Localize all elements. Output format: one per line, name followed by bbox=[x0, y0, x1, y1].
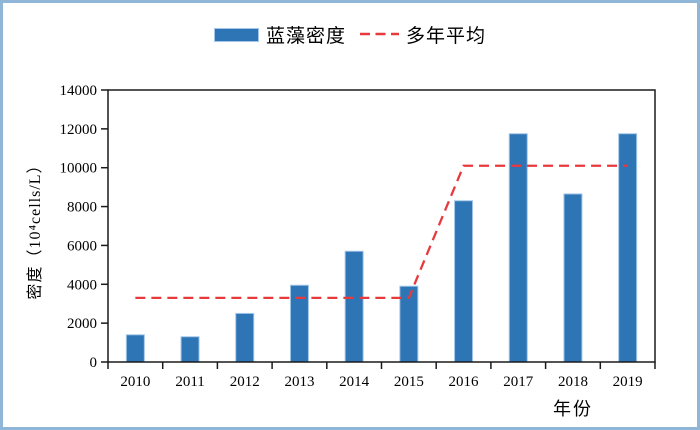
x-tick-label: 2012 bbox=[230, 374, 260, 390]
x-tick-label: 2013 bbox=[284, 374, 314, 390]
y-tick-label: 14000 bbox=[60, 83, 98, 99]
x-tick-label: 2017 bbox=[503, 374, 534, 390]
y-tick-label: 6000 bbox=[67, 238, 97, 254]
average-line bbox=[135, 164, 628, 300]
x-tick-label: 2011 bbox=[175, 374, 204, 390]
x-tick-label: 2018 bbox=[558, 374, 588, 390]
bar-2014 bbox=[344, 250, 364, 363]
bar-2010 bbox=[125, 334, 145, 363]
x-tick-label: 2019 bbox=[613, 374, 643, 390]
bar-2012 bbox=[235, 312, 255, 363]
legend: 蓝藻密度 多年平均 bbox=[0, 21, 700, 48]
dashed-line-icon bbox=[360, 32, 399, 35]
y-axis-title: 密度（10⁴cells/L） bbox=[27, 156, 44, 300]
x-tick-label: 2015 bbox=[394, 374, 424, 390]
x-tick-label: 2014 bbox=[339, 374, 370, 390]
x-axis-title: 年份 bbox=[553, 399, 593, 419]
legend-bar-label: 蓝藻密度 bbox=[265, 26, 346, 47]
y-tick-label: 0 bbox=[90, 355, 98, 371]
bar-2016 bbox=[454, 200, 474, 363]
x-tick-label: 2016 bbox=[449, 374, 480, 390]
x-tick-label: 2010 bbox=[120, 374, 150, 390]
legend-line-swatch bbox=[359, 24, 399, 46]
bar-2011 bbox=[180, 336, 200, 363]
bar-2018 bbox=[563, 193, 583, 363]
plot-border bbox=[107, 89, 656, 363]
y-tick-label: 4000 bbox=[67, 277, 97, 293]
bar-2017 bbox=[508, 133, 528, 363]
y-tick-label: 8000 bbox=[67, 200, 97, 216]
bar-2019 bbox=[618, 133, 638, 363]
y-tick-label: 2000 bbox=[67, 316, 97, 332]
legend-bar-swatch bbox=[213, 27, 259, 42]
legend-line-label: 多年平均 bbox=[406, 26, 487, 47]
y-tick-label: 12000 bbox=[60, 122, 98, 138]
y-tick-label: 10000 bbox=[60, 161, 98, 177]
